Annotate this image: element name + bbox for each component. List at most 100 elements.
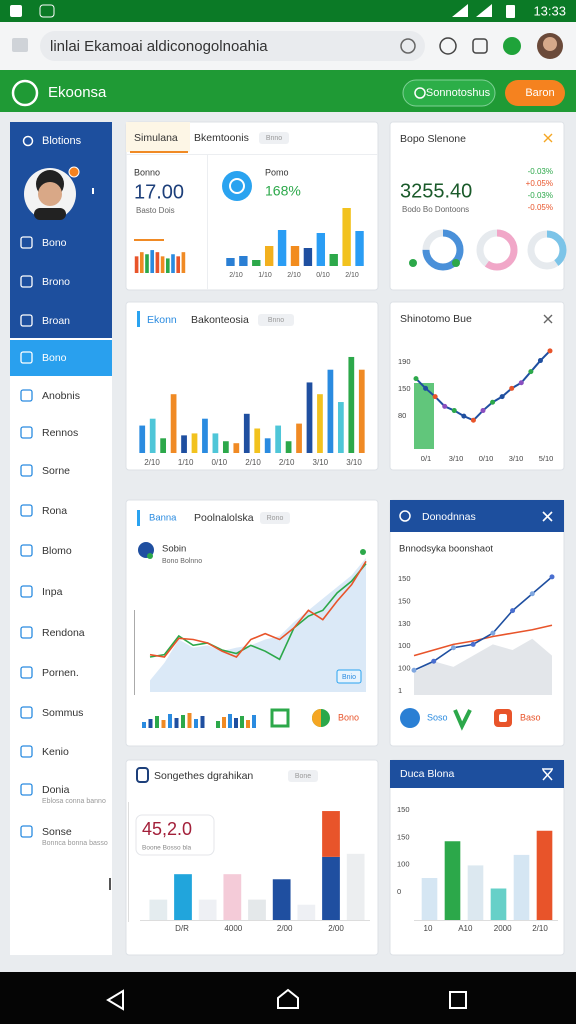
end-point	[360, 549, 366, 555]
bar-segment	[322, 811, 340, 857]
tab[interactable]: Simulana	[134, 132, 178, 144]
action-label[interactable]: Soso	[427, 712, 448, 722]
x-tick-label: 4000	[224, 924, 242, 933]
label: Basto Dois	[136, 206, 175, 215]
close-icon[interactable]	[542, 768, 553, 781]
menu-subtext: Bonnca bonna basso	[42, 840, 108, 847]
donut	[422, 229, 464, 271]
axis-line	[134, 610, 135, 695]
sidebar-title: Blotions	[42, 135, 82, 147]
recents-button[interactable]	[449, 991, 467, 1009]
menu-item[interactable]: Sonse	[42, 826, 72, 838]
bar	[139, 252, 144, 273]
chip: Bnno	[268, 317, 284, 324]
toolbar-button	[472, 38, 488, 54]
point	[490, 399, 496, 405]
menu-icon	[20, 236, 33, 249]
check-icon	[453, 709, 472, 731]
battery-icon	[506, 5, 515, 18]
menu-icon	[20, 426, 33, 439]
point	[499, 394, 505, 400]
chip	[258, 314, 294, 326]
bar	[322, 856, 340, 920]
bar	[275, 425, 282, 453]
menu-icon	[20, 585, 33, 598]
y-tick-label: 150	[398, 596, 411, 605]
point	[509, 385, 515, 391]
menu-item[interactable]: Kenio	[42, 746, 69, 758]
toolbar-button	[503, 37, 521, 55]
bar	[155, 252, 160, 273]
menu-item[interactable]: Broan	[42, 315, 70, 327]
menu-item[interactable]: Rona	[42, 505, 67, 517]
menu-item[interactable]: Brono	[42, 276, 70, 288]
url-text[interactable]: linlai Ekamoai aldiconogolnoahia	[50, 38, 268, 55]
badge: Bnio	[342, 674, 356, 681]
menu-item[interactable]: Bono	[42, 352, 67, 364]
menu-item[interactable]: Pornen.	[42, 667, 79, 679]
url-field[interactable]	[40, 31, 425, 61]
bar	[149, 899, 168, 920]
back-button[interactable]	[106, 989, 124, 1011]
menu-item[interactable]: Rennos	[42, 427, 78, 439]
menu-item[interactable]: Rendona	[42, 627, 85, 639]
point	[537, 358, 543, 364]
kpi-value: 3255.40	[400, 180, 472, 202]
status-bar	[0, 0, 576, 22]
donut	[476, 229, 518, 271]
header-button[interactable]	[505, 80, 565, 106]
bar	[198, 899, 217, 920]
menu-icon	[20, 825, 33, 838]
bar	[226, 258, 235, 266]
point	[450, 645, 456, 651]
label: Bono Bolnno	[162, 558, 202, 565]
bar	[176, 256, 181, 273]
x-tick-label: 2/00	[328, 924, 344, 933]
header-button[interactable]	[402, 79, 496, 107]
bar	[202, 418, 208, 453]
action-label[interactable]: Baso	[520, 712, 541, 722]
reload-button	[400, 38, 416, 54]
menu-item[interactable]: Inpa	[42, 586, 63, 598]
kpi-value: 45,2.0	[142, 819, 192, 839]
button-label[interactable]: Sonnotoshus	[426, 87, 491, 99]
button-label[interactable]: Baron	[525, 87, 554, 99]
menu-item[interactable]: Sommus	[42, 707, 83, 719]
menu-item[interactable]: Blomo	[42, 545, 72, 557]
point	[413, 376, 419, 382]
menu-item[interactable]: Anobnis	[42, 390, 80, 402]
y-tick-label: 1	[398, 686, 402, 695]
kpi-icon	[222, 171, 252, 201]
axis-line	[140, 920, 370, 921]
menu-item[interactable]: Donia	[42, 784, 70, 796]
x-tick-label: 0/10	[212, 458, 228, 467]
tab[interactable]: Bkemtoonis	[194, 132, 249, 144]
chip: Rono	[267, 515, 284, 522]
accent	[137, 510, 140, 526]
sidebar-active	[10, 340, 112, 376]
close-icon[interactable]	[542, 511, 553, 522]
bar	[337, 402, 344, 453]
bar	[285, 441, 292, 453]
line	[149, 560, 367, 658]
bar	[342, 208, 351, 266]
x-tick-label: 3/10	[313, 458, 329, 467]
home-button[interactable]	[277, 988, 299, 1009]
search-icon	[399, 510, 411, 522]
bar	[346, 853, 365, 920]
bar	[355, 231, 364, 266]
y-tick-label: 150	[398, 384, 411, 393]
bar	[212, 433, 219, 453]
chip: Bnno	[266, 135, 282, 142]
kpi-value: 17.00	[134, 181, 184, 203]
mini-bar	[228, 714, 232, 728]
menu-icon	[20, 783, 33, 796]
menu-item[interactable]: Sorne	[42, 465, 70, 477]
x-tick-label: 2/10	[279, 458, 295, 467]
bar	[444, 841, 461, 920]
menu-item[interactable]: Bono	[42, 237, 67, 249]
mini-bar	[174, 718, 179, 728]
close-icon[interactable]	[543, 314, 553, 324]
y-tick-label: 100	[397, 860, 410, 869]
card	[389, 499, 565, 747]
